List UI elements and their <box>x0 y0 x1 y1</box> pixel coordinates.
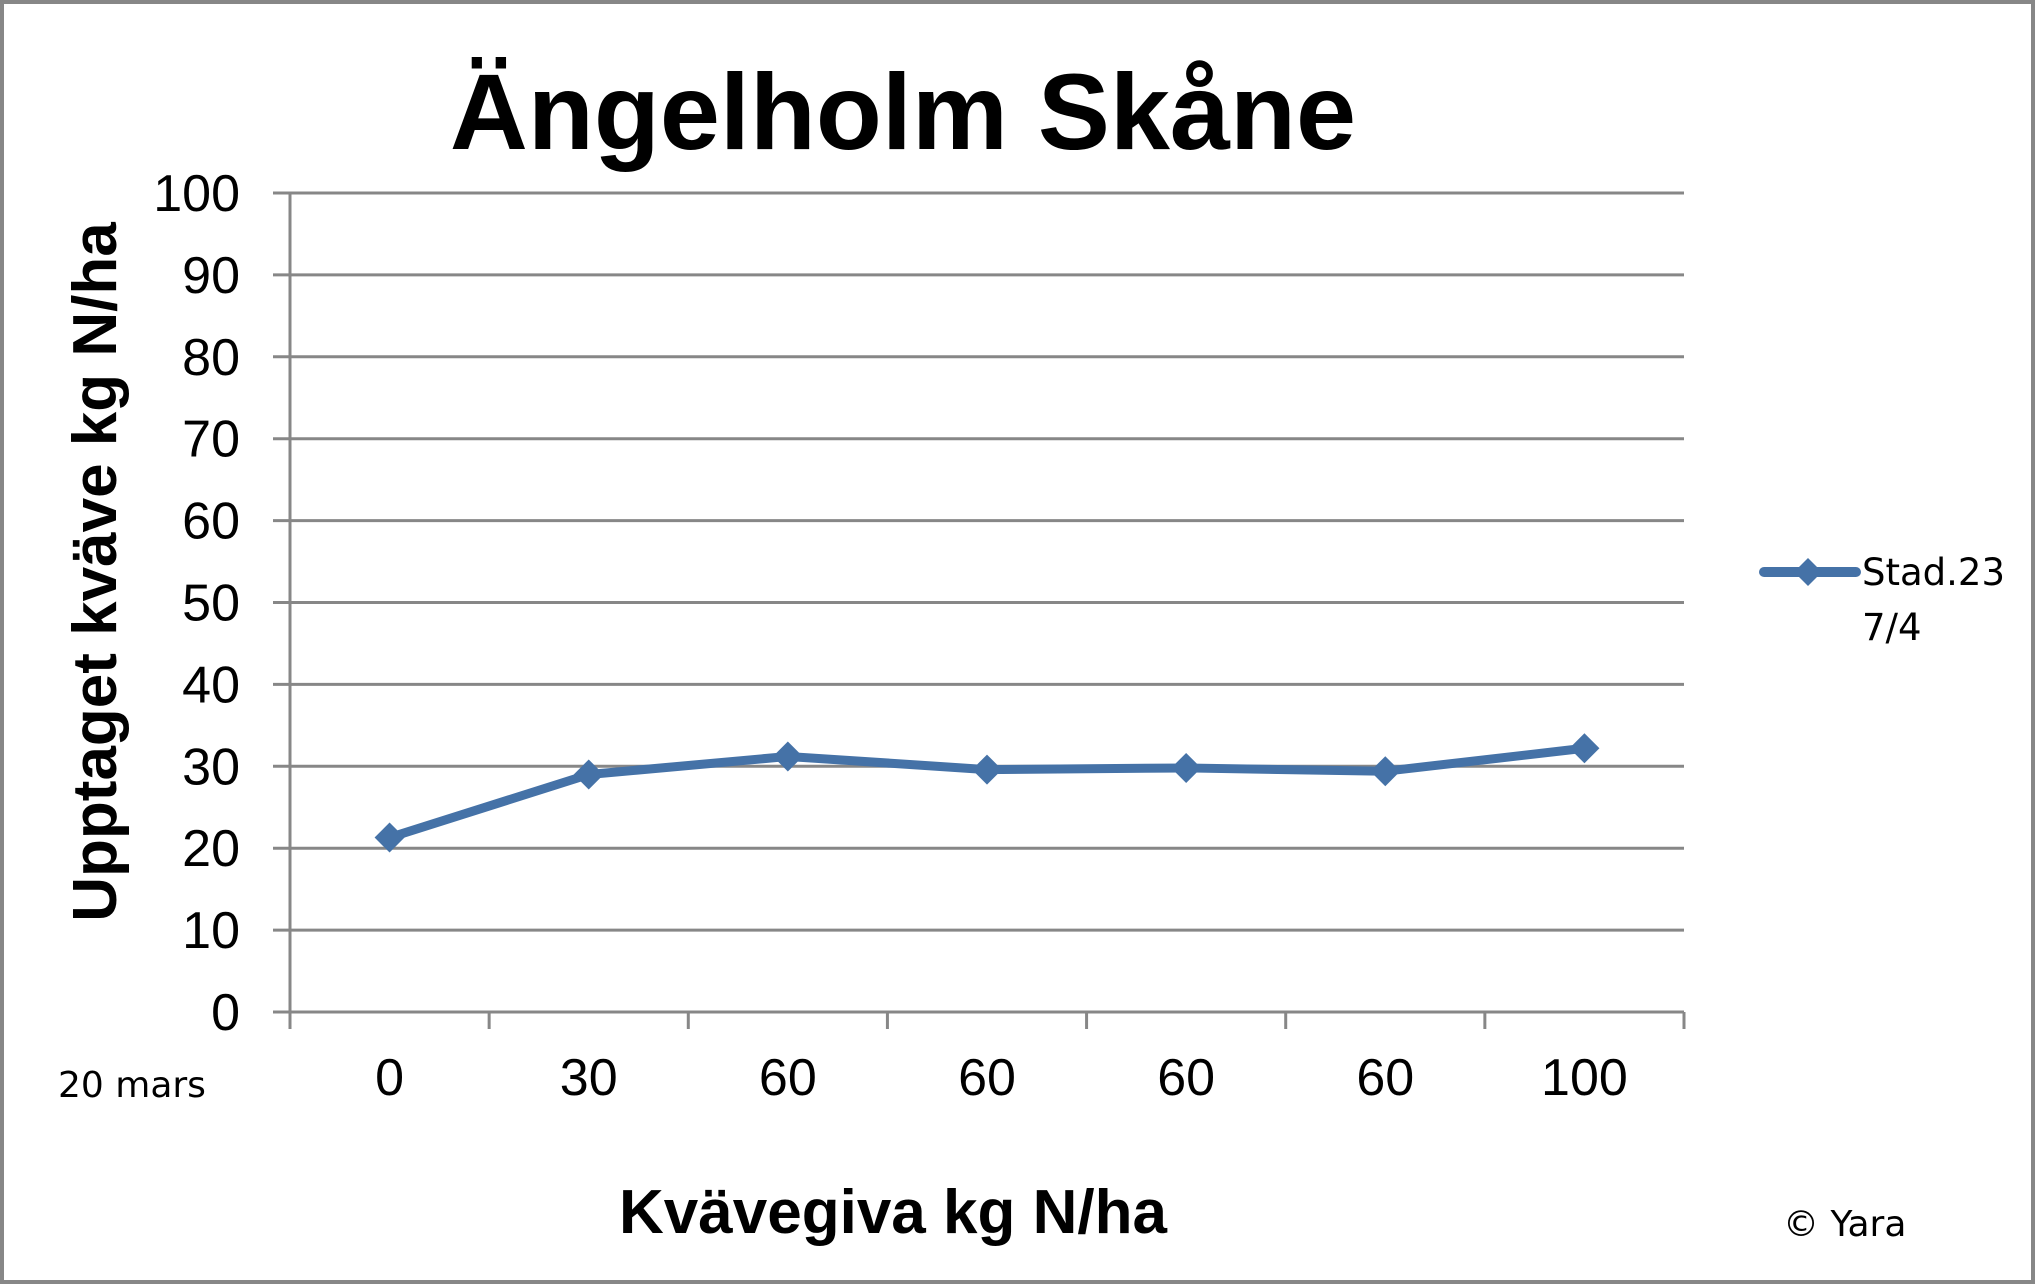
data-point-diamond-icon <box>772 741 803 772</box>
x-tick-label: 0 <box>375 1049 404 1107</box>
gridlines <box>273 191 1684 1014</box>
y-tick-label: 20 <box>182 820 240 878</box>
x-tick-label: 60 <box>759 1049 817 1107</box>
data-point-diamond-icon <box>972 754 1002 785</box>
axes <box>273 193 1686 1029</box>
x-axis-date-label: 20 mars <box>58 1065 206 1106</box>
data-point-diamond-icon <box>1171 752 1202 783</box>
y-tick-label: 100 <box>153 165 240 223</box>
x-tick-label: 60 <box>1157 1049 1215 1107</box>
y-tick-label: 90 <box>182 247 240 305</box>
chart-title: Ängelholm Skåne <box>450 51 1356 172</box>
copyright-label: © Yara <box>1783 1204 1906 1245</box>
legend-label-line2: 7/4 <box>1862 606 1922 649</box>
y-tick-label: 70 <box>182 411 240 469</box>
data-point-diamond-icon <box>1569 733 1600 764</box>
y-tick-label: 30 <box>182 738 240 796</box>
y-tick-label: 0 <box>211 984 240 1042</box>
y-tick-label: 10 <box>182 902 240 960</box>
x-tick-label: 30 <box>560 1049 618 1107</box>
x-tick-label: 60 <box>958 1049 1016 1107</box>
diamond-marker-icon <box>1794 558 1822 586</box>
legend-label-line1: Stad.23 <box>1862 551 2005 594</box>
legend: Stad.23 7/4 <box>1759 551 2005 649</box>
y-tick-label: 80 <box>182 329 240 387</box>
x-axis-title: Kvävegiva kg N/ha <box>619 1178 1167 1247</box>
y-axis-tick-labels: 0 10 20 30 40 50 60 70 80 90 100 <box>153 165 240 1042</box>
x-axis-tick-labels: 0 30 60 60 60 60 100 <box>375 1049 1628 1107</box>
x-tick-label: 60 <box>1356 1049 1414 1107</box>
y-axis-title: Upptaget kväve kg N/ha <box>61 222 130 922</box>
series-stad23 <box>374 733 1600 853</box>
data-point-diamond-icon <box>1370 756 1401 787</box>
y-tick-label: 50 <box>182 575 240 633</box>
data-point-diamond-icon <box>374 822 405 853</box>
x-tick-label: 100 <box>1541 1049 1628 1107</box>
data-point-diamond-icon <box>573 759 604 790</box>
y-tick-label: 60 <box>182 493 240 551</box>
y-tick-label: 40 <box>182 656 240 714</box>
